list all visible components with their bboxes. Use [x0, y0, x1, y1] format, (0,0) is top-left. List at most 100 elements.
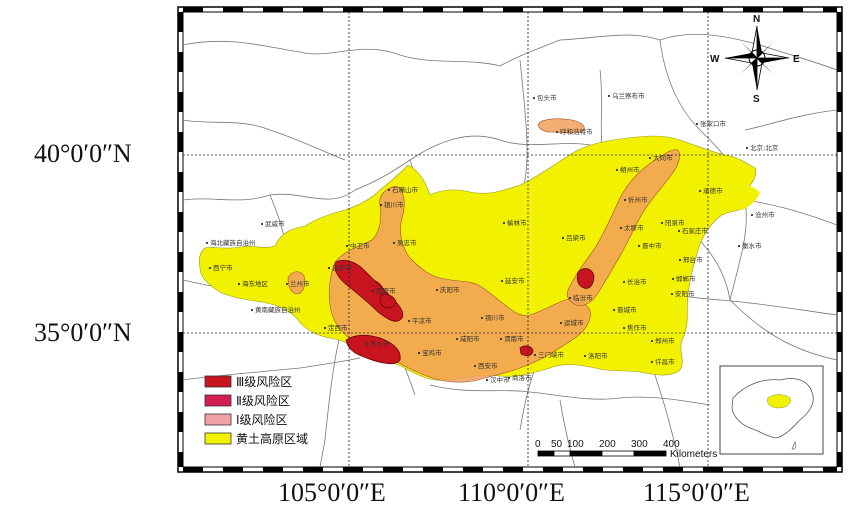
city-dot [607, 94, 611, 98]
risk-zone-level-3-weinan [519, 345, 534, 357]
city-dot [455, 337, 459, 341]
city-dot [622, 326, 626, 330]
legend-label: Ⅰ级风险区 [236, 412, 288, 427]
city-label: 平凉市 [412, 316, 432, 325]
city-dot [750, 213, 754, 217]
city-dot [561, 236, 565, 240]
city-label: 固原市 [376, 286, 396, 295]
scale-tick-label: 200 [599, 439, 616, 450]
city-dot [499, 337, 503, 341]
city-dot [500, 279, 504, 283]
city-dot [615, 168, 619, 172]
city-label: 中卫市 [350, 241, 370, 250]
city-label: 运城市 [564, 318, 584, 327]
city-dot [533, 353, 537, 357]
city-label: 包头市 [537, 93, 557, 102]
city-dot [205, 241, 209, 245]
scale-tick-label: 0 [535, 439, 541, 450]
frame-ruler [178, 7, 842, 472]
city-label: 咸阳市 [460, 334, 480, 343]
city-dot [745, 146, 749, 150]
scale-tick-label: 300 [631, 439, 648, 450]
city-label: 白银市 [332, 263, 352, 272]
city-label: 庆阳市 [440, 285, 460, 294]
city-label: 焦作市 [627, 323, 647, 332]
city-dot [473, 364, 477, 368]
city-dot [407, 319, 411, 323]
scale-unit-label: Kilometers [670, 449, 717, 460]
city-label: 西宁市 [213, 263, 233, 272]
inset-plateau-highlight [767, 394, 791, 409]
legend-label: Ⅲ级风险区 [236, 374, 292, 389]
city-label: 北京:北京 [750, 143, 779, 152]
city-label: 铜川市 [485, 313, 505, 322]
plateau-northeast-tail [728, 183, 760, 210]
city-label: 阳泉市 [665, 218, 685, 227]
city-label: 海北藏族自治州 [210, 238, 256, 247]
longitude-label-110: 110°0′0″E [458, 478, 565, 507]
city-dot [323, 326, 327, 330]
city-label: 定西市 [328, 323, 348, 332]
city-label: 天水市 [370, 339, 390, 348]
scale-tick-label: 100 [567, 439, 584, 450]
city-label: 张家口市 [700, 119, 727, 128]
city-label: 石家庄市 [682, 226, 709, 235]
city-label: 榆林市 [507, 218, 527, 227]
city-dot [250, 308, 254, 312]
city-dot [583, 354, 587, 358]
city-dot [695, 122, 699, 126]
city-label: 晋中市 [642, 241, 662, 250]
city-label: 朔州市 [620, 165, 640, 174]
city-label: 衡水市 [742, 241, 762, 250]
graticule-lines [183, 12, 837, 467]
city-label: 邯郸市 [676, 274, 696, 283]
legend-label: Ⅱ级风险区 [236, 393, 290, 408]
city-label: 海东地区 [242, 279, 269, 288]
city-dot [365, 342, 369, 346]
city-dot [392, 241, 396, 245]
city-dot [379, 203, 383, 207]
city-label: 临汾市 [573, 293, 593, 302]
city-dot [670, 292, 674, 296]
city-dot [285, 282, 289, 286]
legend-swatch [204, 413, 232, 426]
longitude-label-115: 115°0′0″E [643, 478, 750, 507]
city-dot [327, 266, 331, 270]
legend-swatch [204, 375, 232, 388]
city-dot [237, 282, 241, 286]
risk-zone-level-3-linfen [576, 268, 595, 289]
city-label: 延安市 [505, 276, 525, 285]
city-label: 许昌市 [655, 357, 675, 366]
city-label: 洛阳市 [588, 351, 608, 360]
city-dot [671, 277, 675, 281]
city-dot [698, 189, 702, 193]
compass-east-label: E [793, 54, 800, 65]
city-dot [677, 229, 681, 233]
city-label: 吴忠市 [397, 238, 417, 247]
city-dot [480, 316, 484, 320]
city-dot [650, 360, 654, 364]
city-dot [371, 289, 375, 293]
city-dot [485, 378, 489, 382]
city-dot [612, 308, 616, 312]
city-dot [435, 288, 439, 292]
city-label: 郑州市 [655, 336, 675, 345]
city-label: 三门峡市 [538, 350, 565, 359]
compass-north-label: N [753, 14, 760, 25]
risk-zone-level-1-lanzhou [287, 271, 306, 295]
risk-zone-level-1-hohhot [538, 118, 585, 134]
city-label: 兰州市 [290, 279, 310, 288]
city-dot [678, 258, 682, 262]
inset-map-china [719, 365, 824, 455]
city-label: 黄南藏族自治州 [255, 305, 301, 314]
legend-swatch [204, 432, 232, 445]
scale-tick-label: 50 [551, 439, 563, 450]
city-label: 沧州市 [755, 210, 775, 219]
city-dot [208, 266, 212, 270]
city-label: 西安市 [478, 361, 498, 370]
city-dot [737, 244, 741, 248]
city-dot [345, 244, 349, 248]
city-dot [502, 221, 506, 225]
